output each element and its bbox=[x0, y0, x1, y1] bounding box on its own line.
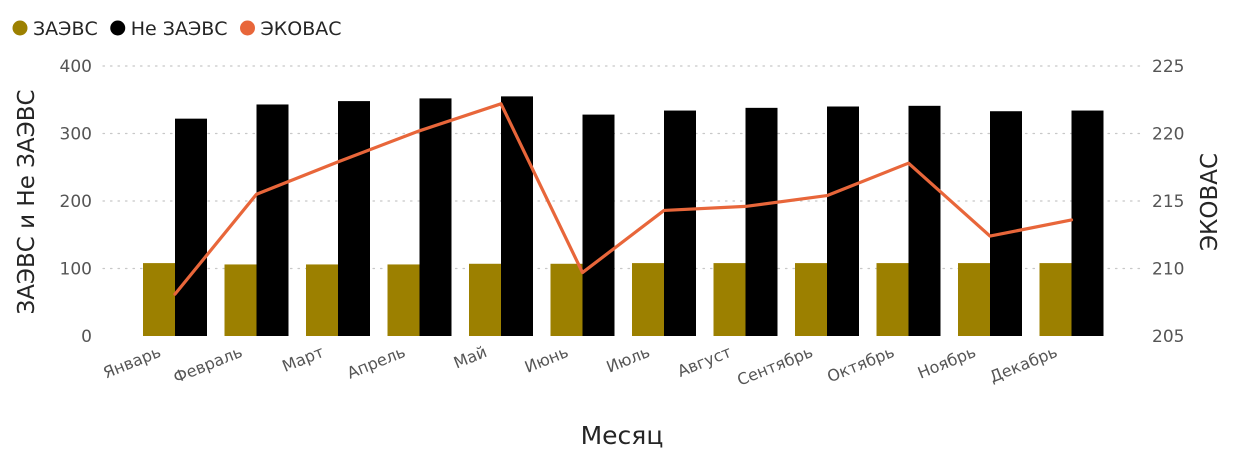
y-tick-label-right: 220 bbox=[1152, 125, 1184, 145]
bar-ne-zaevs bbox=[419, 98, 452, 337]
legend-label: Не ЗАЭВС bbox=[131, 18, 228, 40]
bar-zaevs bbox=[550, 263, 583, 336]
x-tick-label: Ноябрь bbox=[915, 342, 979, 382]
bar-ne-zaevs bbox=[175, 118, 207, 337]
bar-zaevs bbox=[306, 264, 338, 336]
bar-zaevs bbox=[876, 263, 909, 336]
x-tick-label: Сентябрь bbox=[734, 342, 815, 390]
bar-zaevs bbox=[469, 263, 501, 336]
legend-marker bbox=[110, 20, 126, 36]
y-tick-label-left: 0 bbox=[81, 327, 92, 347]
bar-ne-zaevs bbox=[338, 101, 370, 336]
y-tick-label-left: 400 bbox=[60, 57, 92, 77]
bar-zaevs bbox=[224, 264, 257, 336]
bar-ne-zaevs bbox=[501, 96, 533, 336]
x-tick-label: Июль bbox=[604, 342, 653, 377]
x-tick-label: Март bbox=[279, 342, 326, 376]
y-tick-label-right: 205 bbox=[1152, 327, 1184, 347]
x-tick-label: Февраль bbox=[171, 342, 245, 387]
bar-zaevs bbox=[143, 263, 175, 336]
bar-ne-zaevs bbox=[1071, 110, 1104, 336]
bar-zaevs bbox=[632, 263, 664, 336]
bar-ne-zaevs bbox=[745, 107, 778, 336]
bar-ne-zaevs bbox=[908, 105, 941, 336]
bar-zaevs bbox=[387, 264, 420, 336]
bar-ne-zaevs bbox=[990, 111, 1022, 336]
y-axis-title-right: ЭКОВАС bbox=[1197, 153, 1223, 251]
y-tick-label-right: 215 bbox=[1152, 192, 1184, 212]
y-axis-title-left: ЗАЭВС и Не ЗАЭВС bbox=[14, 89, 40, 314]
bar-ne-zaevs bbox=[256, 104, 289, 336]
x-tick-label: Октябрь bbox=[824, 342, 897, 386]
legend-marker bbox=[240, 20, 256, 36]
bar-ne-zaevs bbox=[582, 114, 615, 336]
x-tick-label: Декабрь bbox=[987, 342, 1060, 386]
legend-label: ЭКОВАС bbox=[261, 18, 342, 40]
legend-marker bbox=[12, 20, 28, 36]
legend-label: ЗАЭВС bbox=[33, 18, 98, 40]
x-tick-label: Август bbox=[675, 342, 734, 381]
bars bbox=[143, 96, 1104, 337]
line-series bbox=[173, 102, 1074, 296]
x-tick-label: Январь bbox=[100, 342, 163, 382]
line-ecowas bbox=[173, 102, 1074, 296]
bar-zaevs bbox=[795, 263, 827, 336]
x-tick-label: Май bbox=[451, 342, 490, 372]
bar-ne-zaevs bbox=[827, 106, 859, 336]
bar-zaevs bbox=[1039, 263, 1072, 336]
bar-ne-zaevs bbox=[664, 110, 696, 336]
y-tick-label-left: 300 bbox=[60, 125, 92, 145]
bar-zaevs bbox=[713, 263, 746, 336]
legend: ЗАЭВС Не ЗАЭВС ЭКОВАС bbox=[12, 18, 342, 40]
x-tick-label: Июнь bbox=[522, 342, 571, 377]
x-axis-title: Месяц bbox=[581, 421, 664, 449]
y-tick-label-left: 200 bbox=[60, 192, 92, 212]
x-tick-label: Апрель bbox=[344, 342, 408, 382]
y-tick-label-right: 210 bbox=[1152, 260, 1184, 280]
bar-zaevs bbox=[958, 263, 990, 336]
y-tick-label-left: 100 bbox=[60, 260, 92, 280]
y-tick-label-right: 225 bbox=[1152, 57, 1184, 77]
